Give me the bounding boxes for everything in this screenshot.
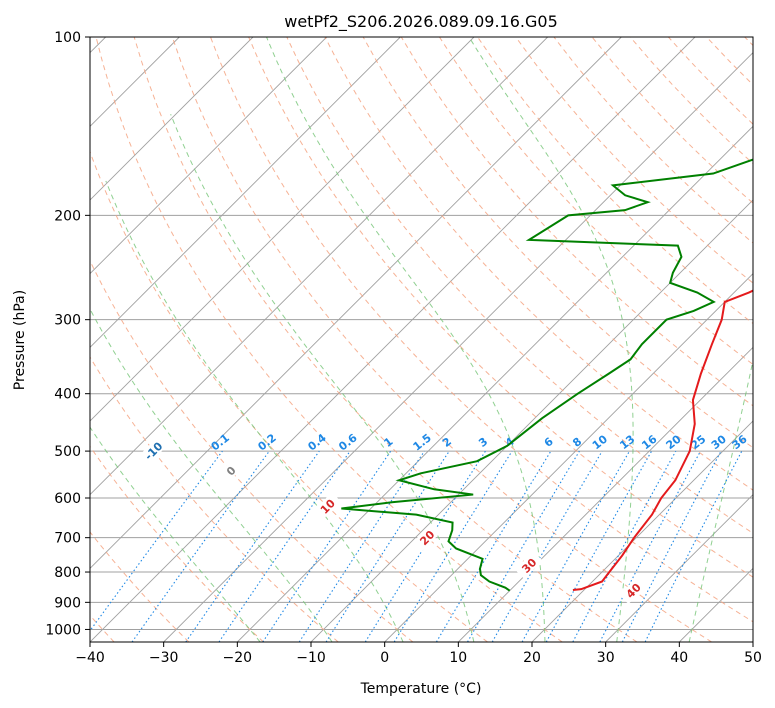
y-axis-title: Pressure (hPa) [12,290,28,390]
x-tick-label: 0 [380,650,389,666]
dry-adiabat-label-bg [313,492,342,520]
y-tick-label: 300 [54,313,81,329]
x-tick-label: −20 [223,650,253,666]
dry-adiabat-label-bg [619,576,647,605]
moist-adiabat-line [105,180,404,642]
moist-adiabat-line [90,426,261,642]
x-tick-label: −10 [296,650,326,666]
dry-adiabat-line [95,37,563,642]
y-tick-label: 700 [54,531,81,547]
isotherm-line [90,37,475,422]
y-tick-label: 500 [54,444,81,460]
mixing-ratio-line [644,450,743,642]
x-tick-label: 40 [670,650,688,666]
x-tick-label: −40 [75,650,105,666]
isotherm-line [605,494,753,642]
isotherm-line [237,125,753,642]
temperature-trace [572,289,753,592]
mixing-ratio-line [262,450,392,642]
dry-adiabat-line [439,37,753,366]
dry-adiabat-line [90,259,414,642]
mixing-ratio-line [521,450,630,642]
dry-adiabat-line [248,37,753,578]
isotherm-line [90,37,548,496]
x-tick-label: 50 [744,650,762,666]
mixing-ratio-line [90,450,223,632]
isotherm-line [90,37,696,642]
x-tick-label: 20 [523,650,541,666]
dry-adiabat-label-bg [216,456,245,485]
dry-adiabat-label-bg [412,523,441,552]
dewpoint-trace [341,158,753,592]
isotherm-line [90,37,622,569]
dry-adiabat-line [171,37,712,642]
isotherm-line [458,346,753,642]
isotherm-line [90,37,327,275]
dry-adiabat-line [90,150,488,642]
dry-adiabat-line [90,445,264,642]
chart-title: wetPf2_S206.2026.089.09.16.G05 [284,12,558,32]
y-tick-label: 900 [54,595,81,611]
x-tick-label: −30 [149,650,179,666]
x-tick-label: 30 [597,650,615,666]
sounding-traces [341,158,753,592]
y-tick-label: 600 [54,491,81,507]
dry-adiabat-line [133,37,638,642]
dry-adiabat-line [90,356,339,642]
axis-ticks: −40 −30 −20 −10 0 10 20 30 40 50 100 200 300 400 500 60… [45,30,762,666]
y-tick-label: 400 [54,387,81,403]
y-tick-label: 1000 [45,622,81,638]
mixing-ratio-line [218,450,351,642]
plot-frame [89,36,754,643]
mixing-ratio-line [572,450,677,642]
background-lines [90,37,753,642]
mixing-ratio-line [325,450,450,642]
isotherm-line [752,641,753,642]
dry-adiabat-line [210,37,753,623]
moist-adiabat-line [90,308,333,642]
x-axis-title: Temperature (°C) [360,681,482,697]
moist-adiabat-line [266,37,546,642]
dry-adiabat-line [400,37,753,407]
isotherm-line [384,273,753,642]
mixing-ratio-line [545,450,653,642]
dry-adiabat-line [515,37,753,284]
dry-adiabat-line [286,37,753,534]
isotherm-line [90,37,401,348]
mixing-ratio-line [131,450,270,642]
mixing-ratio-line [185,450,320,642]
moist-adiabat-line [170,114,475,642]
dry-adiabat-label-bg [139,436,167,465]
dry-adiabat-line [90,531,190,642]
mixing-ratio-line [393,450,513,642]
isotherm-line [163,52,753,642]
mixing-ratio-line [298,450,425,642]
y-tick-label: 200 [54,208,81,224]
y-tick-label: 100 [54,30,81,46]
dry-adiabat-label-bg [514,551,543,579]
x-tick-label: 10 [449,650,467,666]
isotherm-line [90,37,254,201]
y-tick-label: 800 [54,565,81,581]
